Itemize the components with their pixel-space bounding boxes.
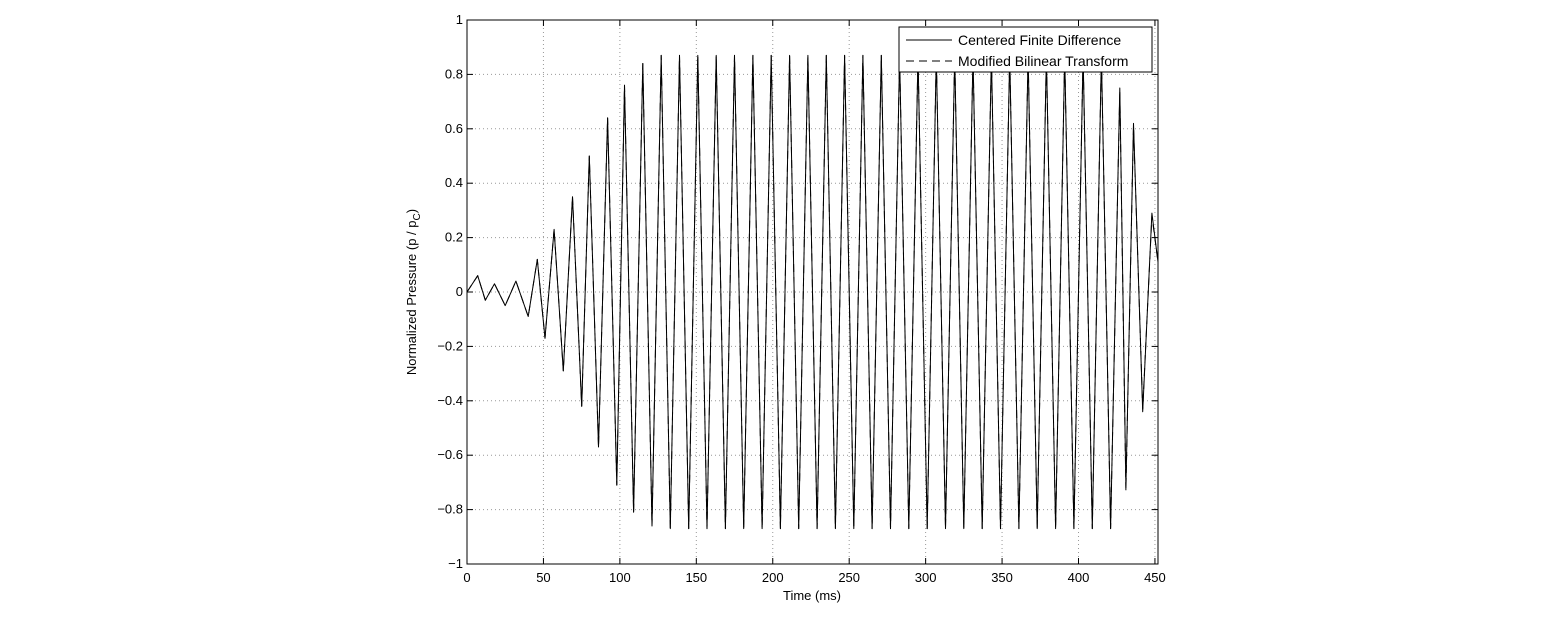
x-tick-label: 250 (838, 570, 860, 585)
y-tick-label: −0.6 (437, 447, 463, 462)
legend-label-series-2: Modified Bilinear Transform (958, 53, 1128, 69)
axis-ticks (466, 19, 1158, 565)
y-tick-label: 1 (456, 12, 463, 27)
series-layer (466, 54, 1159, 530)
tick-labels: 0 50 100 150 200 250 300 350 400 450 −1 −0.8 −0.6 −0.… (437, 12, 1165, 585)
legend-label-series-1: Centered Finite Difference (958, 32, 1121, 48)
y-tick-label: 0.6 (445, 121, 463, 136)
y-tick-label: −0.2 (437, 338, 463, 353)
x-axis-label: Time (ms) (783, 588, 841, 603)
y-axis-label-subscript: C (412, 213, 423, 220)
y-axis-label-suffix: ) (404, 209, 419, 213)
series-line-2 (466, 54, 1159, 530)
y-tick-label: 0 (456, 284, 463, 299)
y-tick-label: 0.4 (445, 175, 463, 190)
x-tick-label: 0 (463, 570, 470, 585)
x-tick-label: 450 (1144, 570, 1166, 585)
y-tick-label: 0.2 (445, 230, 463, 245)
y-tick-label: 0.8 (445, 66, 463, 81)
y-tick-label: −1 (448, 556, 463, 571)
y-tick-label: −0.8 (437, 502, 463, 517)
y-axis-label: Normalized Pressure (p / pC) (404, 209, 423, 375)
x-tick-label: 50 (536, 570, 550, 585)
legend-box (898, 26, 1153, 73)
x-tick-label: 150 (685, 570, 707, 585)
y-tick-label: −0.4 (437, 393, 463, 408)
x-tick-label: 200 (762, 570, 784, 585)
legend: Centered Finite Difference Modified Bili… (898, 26, 1153, 73)
x-tick-label: 100 (609, 570, 631, 585)
x-tick-label: 300 (915, 570, 937, 585)
x-tick-label: 400 (1068, 570, 1090, 585)
x-tick-label: 350 (991, 570, 1013, 585)
y-axis-label-main: Normalized Pressure (p / p (404, 220, 419, 375)
